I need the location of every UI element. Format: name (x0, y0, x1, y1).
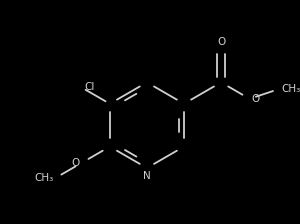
Text: O: O (251, 94, 260, 104)
Text: CH₃: CH₃ (281, 84, 300, 94)
Text: N: N (143, 171, 151, 181)
Text: O: O (217, 37, 225, 47)
Text: O: O (71, 158, 80, 168)
Text: Cl: Cl (84, 82, 94, 92)
Text: CH₃: CH₃ (35, 173, 54, 183)
